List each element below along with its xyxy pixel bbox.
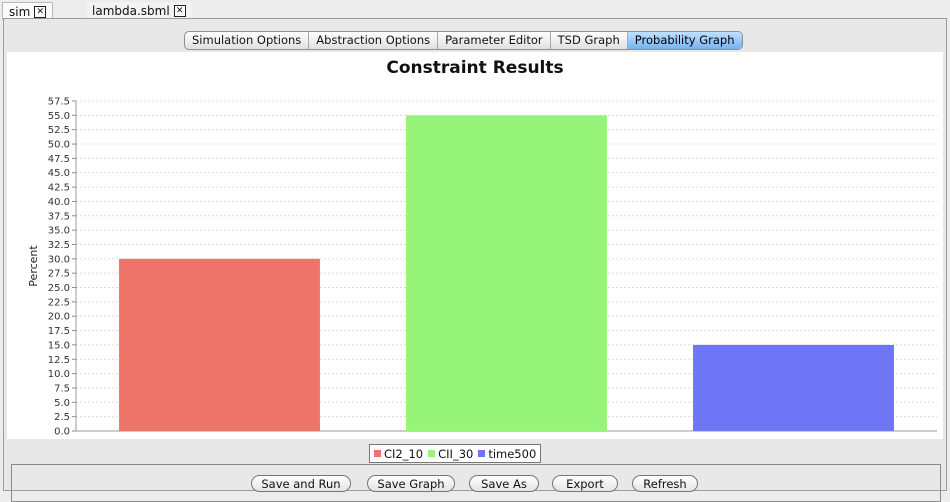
- save-as-button[interactable]: Save As: [469, 475, 539, 492]
- chart-title: Constraint Results: [386, 58, 564, 78]
- save-graph-button[interactable]: Save Graph: [367, 475, 455, 492]
- tab-simulation-options[interactable]: Simulation Options: [185, 32, 310, 49]
- y-tick-label: 47.5: [48, 154, 70, 165]
- tab-abstraction-options[interactable]: Abstraction Options: [309, 32, 439, 49]
- button-bar: Save and Run Save Graph Save As Export R…: [11, 464, 941, 502]
- legend-item: CI2_10: [374, 447, 423, 461]
- y-tick-label: 30.0: [48, 254, 70, 265]
- y-tick-label: 22.5: [48, 297, 70, 308]
- y-tick-label: 40.0: [48, 197, 70, 208]
- y-tick-label: 57.5: [48, 97, 70, 108]
- legend-label: CII_30: [438, 446, 474, 461]
- close-icon[interactable]: ✕: [34, 5, 47, 18]
- view-tab-bar: Simulation Options Abstraction Options P…: [184, 31, 743, 50]
- y-tick-label: 2.5: [54, 412, 70, 423]
- file-tab-sim[interactable]: sim ✕: [2, 2, 54, 20]
- bar-ci2_10: [119, 258, 320, 431]
- y-tick-label: 52.5: [48, 125, 70, 136]
- y-axis-label: Percent: [27, 245, 40, 287]
- y-tick-label: 42.5: [48, 183, 70, 194]
- save-and-run-button[interactable]: Save and Run: [251, 475, 351, 492]
- bar-cii_30: [406, 115, 607, 431]
- chart-legend: CI2_10 CII_30 time500: [369, 444, 542, 463]
- tab-tsd-graph[interactable]: TSD Graph: [551, 32, 628, 49]
- y-tick-label: 35.0: [48, 226, 70, 237]
- tab-probability-graph[interactable]: Probability Graph: [627, 32, 742, 49]
- legend-swatch: [478, 450, 486, 457]
- simulation-panel: Simulation Options Abstraction Options P…: [3, 18, 947, 502]
- y-tick-label: 15.0: [48, 340, 70, 351]
- y-tick-label: 17.5: [48, 326, 70, 337]
- bar-chart: 0.0 2.5 5.0 7.5 10.0 12.5 15.0 17.5 20.0 22.5 25.0…: [27, 97, 937, 438]
- y-tick-label: 45.0: [48, 168, 70, 179]
- tab-parameter-editor[interactable]: Parameter Editor: [438, 32, 551, 49]
- legend-swatch: [428, 450, 436, 457]
- y-tick-label: 32.5: [48, 240, 70, 251]
- y-tick-label: 5.0: [54, 398, 70, 409]
- close-icon[interactable]: ✕: [173, 4, 186, 17]
- legend-swatch: [374, 450, 381, 457]
- legend-item: CII_30: [428, 447, 473, 461]
- y-tick-label: 7.5: [54, 383, 70, 394]
- file-tab-label: sim: [9, 4, 31, 19]
- legend-item: time500: [478, 447, 536, 461]
- file-tab-label: lambda.sbml: [92, 3, 170, 18]
- y-tick-label: 0.0: [54, 427, 70, 438]
- y-tick-label: 27.5: [48, 269, 70, 280]
- y-tick-label: 55.0: [48, 111, 70, 122]
- refresh-button[interactable]: Refresh: [632, 475, 698, 492]
- file-tab-strip: sim ✕ lambda.sbml ✕: [0, 0, 950, 20]
- y-tick-label: 10.0: [48, 369, 70, 380]
- y-tick-label: 50.0: [48, 140, 70, 151]
- chart-area[interactable]: Constraint Results 0.0 2.5 5.0 7.5 10.0 12.5 1…: [7, 52, 943, 439]
- y-tick-label: 25.0: [48, 283, 70, 294]
- legend-label: time500: [488, 446, 537, 461]
- bar-time500: [693, 344, 894, 431]
- file-tab-lambda[interactable]: lambda.sbml ✕: [86, 2, 192, 19]
- y-tick-label: 12.5: [48, 355, 70, 366]
- y-tick-label: 20.0: [48, 312, 70, 323]
- legend-label: CI2_10: [384, 446, 424, 461]
- y-tick-label: 37.5: [48, 211, 70, 222]
- export-button[interactable]: Export: [552, 475, 618, 492]
